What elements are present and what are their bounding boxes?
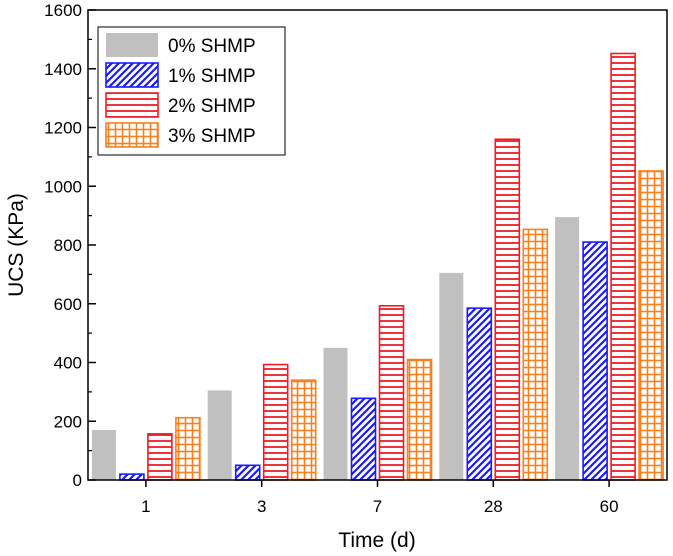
legend-label: 2% SHMP [168,96,256,117]
bar-2-shmp-day-7 [378,305,405,481]
legend-label: 0% SHMP [168,36,256,57]
bar-1-shmp-day-1 [119,473,145,481]
bar-3-shmp-day-3 [290,379,317,481]
bar-1-shmp-day-60 [582,241,608,481]
bar-3-shmp-day-1 [175,416,201,481]
y-axis: 0 200 400 600 800 1000 1200 1400 1600 [44,1,96,490]
bar-1-shmp-day-7 [350,397,377,481]
legend-swatch [105,62,159,88]
bar-3-shmp-day-28 [522,228,549,481]
bar-0-shmp-day-1 [91,430,116,480]
bar-2-shmp-day-1 [147,433,173,481]
legend-swatch [106,33,158,57]
y-tick-label: 800 [54,236,82,255]
plot-area [91,52,664,481]
y-tick-label: 1600 [44,1,82,20]
y-axis-title: UCS (KPa) [5,193,28,297]
y-tick-label: 0 [73,471,82,490]
bar-0-shmp-day-3 [207,390,232,480]
y-tick-label: 1400 [44,60,82,79]
legend-swatch [105,122,159,148]
bar-3-shmp-day-7 [406,358,433,481]
y-tick-label: 1200 [44,119,82,138]
x-tick-label: 28 [484,497,503,516]
bar-3-shmp-day-60 [638,170,664,481]
bar-2-shmp-day-3 [262,363,289,481]
bar-0-shmp-day-28 [439,272,464,480]
legend: 0% SHMP 1% SHMP 2% SHMP 3% SHMP [97,26,286,156]
y-tick-label: 600 [54,295,82,314]
legend-label: 1% SHMP [168,66,256,87]
legend-label: 3% SHMP [168,126,256,147]
bar-2-shmp-day-28 [494,138,521,481]
y-tick-label: 200 [54,412,82,431]
x-tick-label: 60 [600,497,619,516]
bar-1-shmp-day-28 [466,307,493,481]
x-axis: 1 3 7 28 60 [141,480,619,516]
y-tick-label: 400 [54,354,82,373]
bar-1-shmp-day-3 [234,464,261,481]
bar-0-shmp-day-7 [323,347,348,480]
x-axis-title: Time (d) [338,529,415,552]
bar-0-shmp-day-60 [555,217,580,480]
x-tick-label: 3 [257,497,266,516]
x-tick-label: 1 [141,497,150,516]
legend-swatch [105,92,159,118]
y-tick-label: 1000 [44,177,82,196]
bar-2-shmp-day-60 [610,52,636,481]
x-tick-label: 7 [373,497,382,516]
